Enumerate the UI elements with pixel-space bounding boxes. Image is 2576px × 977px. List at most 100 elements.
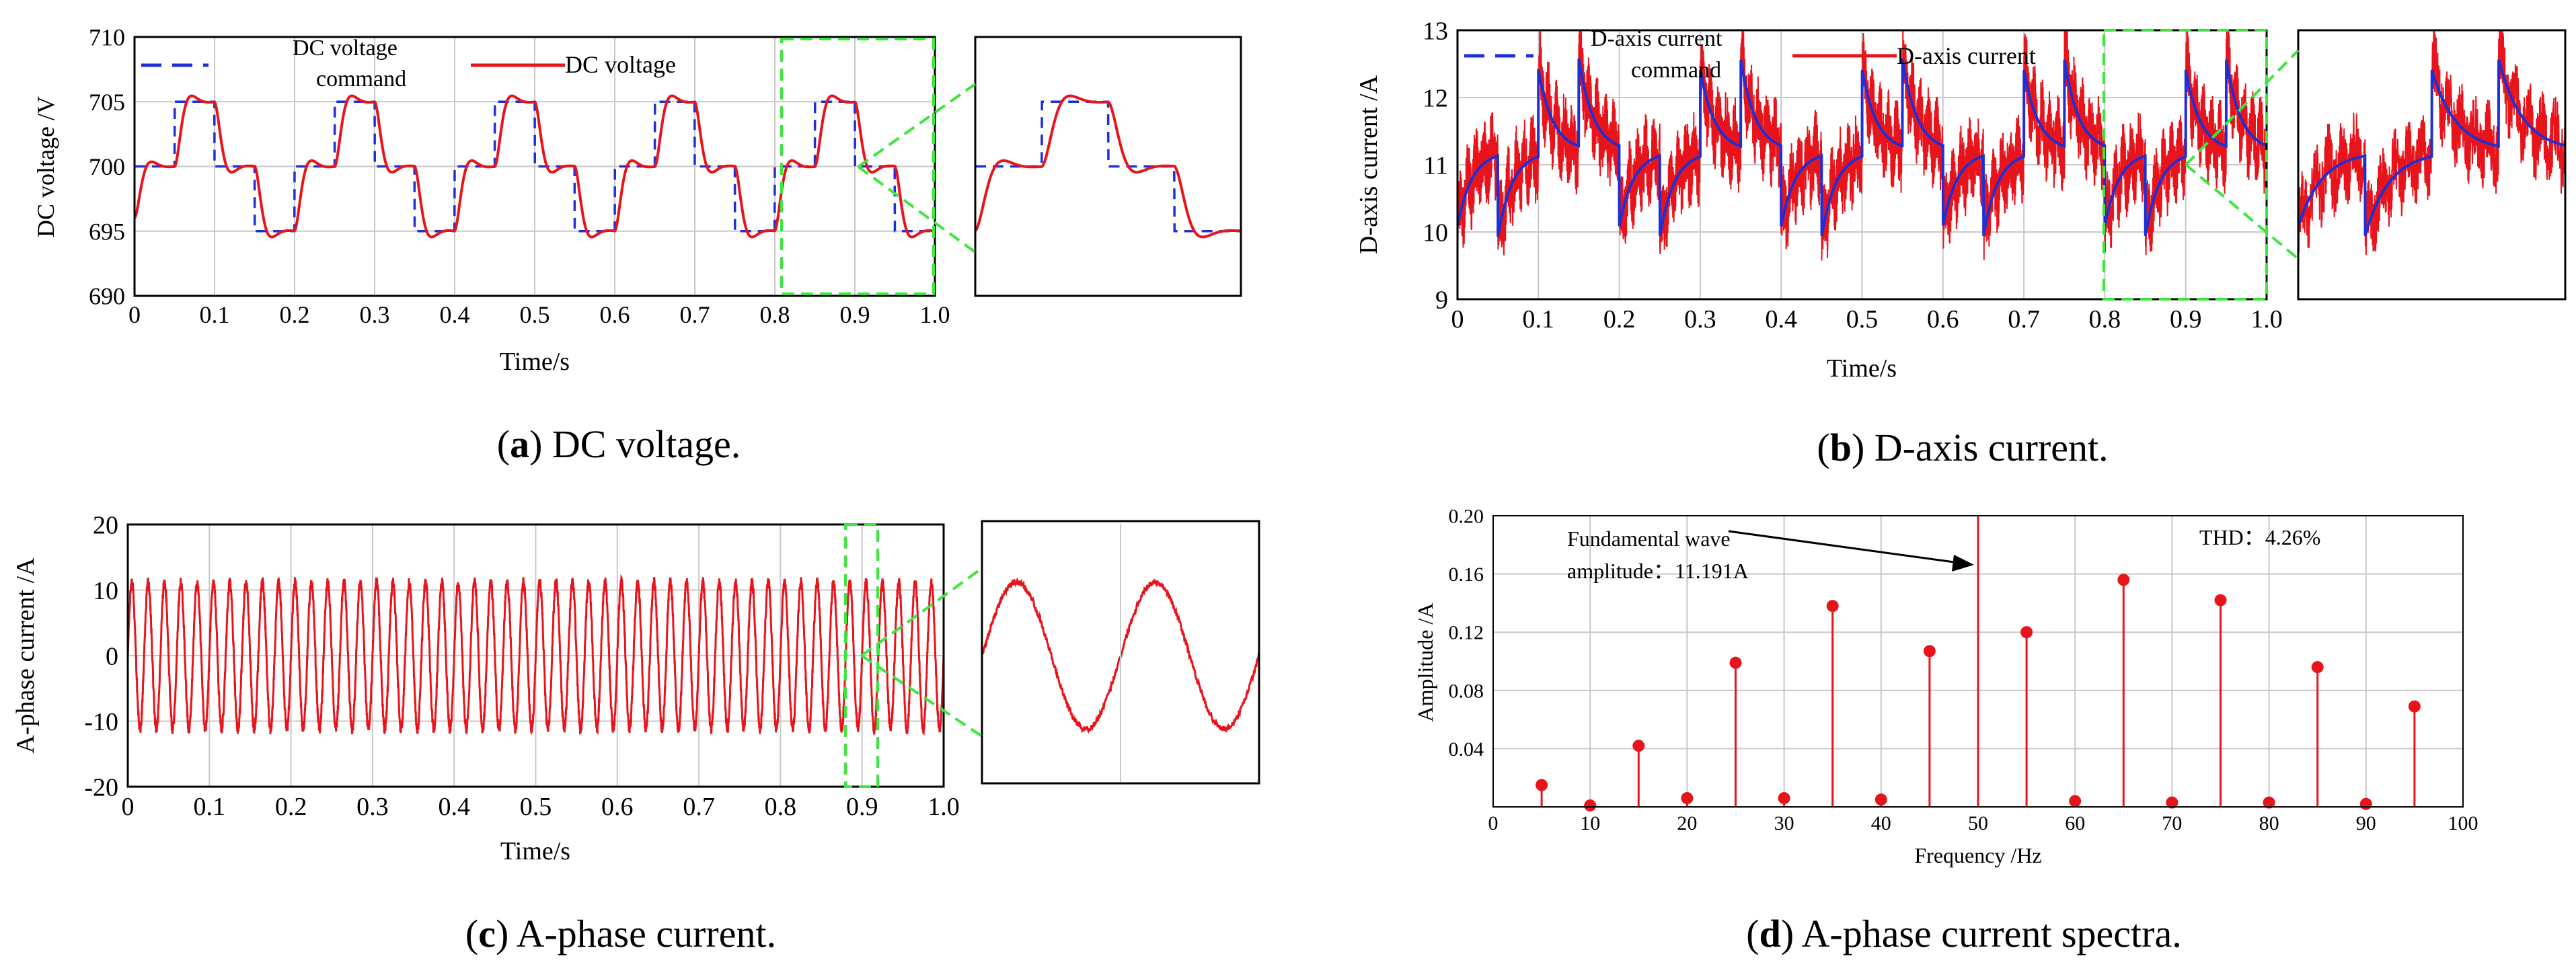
panel-d-caption: (d) A-phase current spectra. — [1746, 912, 2181, 955]
panel-a-caption-letter: a — [510, 422, 529, 466]
panel-c-xticks: 0 0.1 0.2 0.3 0.4 0.5 0.6 0.7 0.8 0.9 1.0 — [122, 793, 960, 821]
spectrum-marker — [1536, 779, 1548, 791]
x-tick-label: 0.4 — [440, 301, 470, 328]
panel-c-x-axis-label: Time/s — [500, 837, 570, 865]
spectrum-marker — [2408, 700, 2421, 713]
x-tick-label: 0.7 — [683, 793, 715, 821]
y-tick-label: 13 — [1423, 17, 1448, 45]
panel-d-y-axis-label: Amplitude /A — [1413, 603, 1437, 722]
x-tick-label: 0.6 — [600, 301, 630, 328]
panel-a-legend-command-label-2: command — [316, 67, 406, 91]
panel-b-caption-text: D-axis current. — [1874, 426, 2109, 469]
spectrum-marker — [1923, 645, 1936, 658]
panel-c-caption-letter: c — [478, 912, 496, 955]
x-tick-label: 0.5 — [520, 793, 552, 821]
y-tick-label: 10 — [93, 577, 118, 605]
y-tick-label: 11 — [1423, 151, 1448, 180]
x-tick-label: 1.0 — [927, 793, 960, 821]
zoom-series-dc-voltage — [975, 94, 1241, 239]
panel-a-zoom-frame — [974, 36, 1242, 297]
x-tick-label: 0.4 — [1765, 305, 1797, 334]
series-a-phase-current — [128, 574, 944, 736]
spectrum-marker — [2359, 797, 2372, 810]
y-tick-label: 9 — [1435, 286, 1448, 314]
panel-c-zoom-frame — [981, 520, 1260, 785]
panel-d-annotation-line1: Fundamental wave — [1567, 526, 1731, 551]
panel-d-xticks: 0 10 20 30 40 50 60 70 80 90 100 — [1488, 812, 2478, 834]
panel-b: 0 0.1 0.2 0.3 0.4 0.5 0.6 0.7 0.8 0.9 1.0 9 10 11 12 1… — [1355, 17, 2567, 469]
spectrum-marker — [2263, 796, 2275, 809]
x-tick-label: 0.3 — [360, 301, 390, 328]
panel-c-zoom-window — [844, 523, 879, 788]
panel-b-lines — [1457, 30, 2267, 261]
spectrum-marker — [1874, 793, 1887, 806]
zoom-series-d-axis-current-command — [2298, 59, 2565, 237]
panel-d-caption-text: A-phase current spectra. — [1802, 912, 2182, 955]
panel-d-annotation-line2: amplitude：11.191A — [1567, 559, 1749, 583]
panel-a-y-axis-label: DC voltage /V — [32, 96, 59, 237]
panel-d-x-axis-label: Frequency /Hz — [1914, 843, 2041, 867]
y-tick-label: 0.12 — [1449, 622, 1484, 644]
x-tick-label: 80 — [2259, 812, 2279, 834]
panel-b-caption-letter: b — [1830, 426, 1852, 469]
y-tick-label: 12 — [1423, 84, 1448, 112]
x-tick-label: 0.8 — [2089, 305, 2121, 334]
panel-b-y-axis-label: D-axis current /A — [1355, 75, 1383, 253]
panel-b-x-axis-label: Time/s — [1827, 354, 1897, 383]
y-tick-label: 10 — [1423, 219, 1448, 247]
panel-b-legend-current-label: D-axis current — [1897, 42, 2036, 69]
panel-a-zoom-connector-top — [857, 83, 977, 168]
x-tick-label: 0.2 — [1603, 305, 1636, 334]
x-tick-label: 100 — [2448, 812, 2478, 834]
spectrum-marker — [2020, 626, 2033, 639]
x-tick-label: 1.0 — [2250, 305, 2283, 334]
panel-c-caption: (c) A-phase current. — [465, 912, 776, 955]
x-tick-label: 0.3 — [356, 793, 389, 821]
y-tick-label: 20 — [93, 511, 118, 539]
spectrum-marker — [2117, 574, 2130, 586]
x-tick-label: 10 — [1580, 812, 1600, 834]
spectrum-marker — [1584, 799, 1597, 812]
x-tick-label: 30 — [1774, 812, 1794, 834]
panel-a-zoom-connector-bottom — [857, 165, 977, 253]
y-tick-label: 695 — [89, 218, 125, 245]
panel-c-plot-frame — [126, 523, 945, 788]
panel-a-legend-command-label-1: DC voltage — [293, 36, 397, 61]
y-tick-label: 690 — [89, 283, 125, 310]
panel-b-legend-command-label-2: command — [1631, 58, 1721, 83]
panel-d-yticks: 0.04 0.08 0.12 0.16 0.20 — [1449, 506, 1484, 760]
y-tick-label: -10 — [84, 708, 118, 736]
x-tick-label: 0 — [1488, 812, 1499, 834]
panel-c: 0 0.1 0.2 0.3 0.4 0.5 0.6 0.7 0.8 0.9 1.0 -20 -10 0 1… — [11, 511, 1260, 955]
panel-a-caption: (a) DC voltage. — [497, 422, 741, 466]
x-tick-label: 0.3 — [1684, 305, 1716, 334]
panel-b-zoom-lines — [2298, 30, 2565, 256]
y-tick-label: 0.08 — [1449, 680, 1484, 702]
x-tick-label: 0.5 — [520, 301, 550, 328]
x-tick-label: 0.8 — [765, 793, 797, 821]
panel-a-legend-voltage-label: DC voltage — [565, 51, 676, 78]
series-d-axis-current-command — [1457, 58, 2267, 237]
panel-c-zoom-lines — [982, 524, 1259, 783]
y-tick-label: -20 — [84, 773, 118, 802]
panel-d-annotation-arrowhead — [1952, 555, 1974, 572]
panel-c-caption-text: A-phase current. — [517, 912, 777, 955]
x-tick-label: 0.6 — [1927, 305, 1959, 334]
x-tick-label: 0.1 — [200, 301, 230, 328]
x-tick-label: 0.9 — [840, 301, 870, 328]
x-tick-label: 70 — [2162, 812, 2182, 834]
y-tick-label: 710 — [89, 24, 125, 51]
x-tick-label: 90 — [2356, 812, 2376, 834]
panel-a-caption-text: DC voltage. — [552, 422, 741, 466]
panel-d-annotation-arrow — [1728, 530, 1965, 565]
x-tick-label: 0.5 — [1846, 305, 1879, 334]
x-tick-label: 60 — [2065, 812, 2085, 834]
panel-a: 0 0.1 0.2 0.3 0.4 0.5 0.6 0.7 0.8 0.9 1.0 690 695 70… — [32, 24, 1242, 466]
spectrum-marker — [1681, 792, 1694, 805]
series-d-axis-current — [1457, 30, 2267, 261]
x-tick-label: 0.9 — [846, 793, 878, 821]
panel-b-zoom-frame — [2297, 29, 2567, 301]
panel-b-zoom-window — [2103, 29, 2268, 301]
series-dc-voltage — [135, 94, 935, 239]
